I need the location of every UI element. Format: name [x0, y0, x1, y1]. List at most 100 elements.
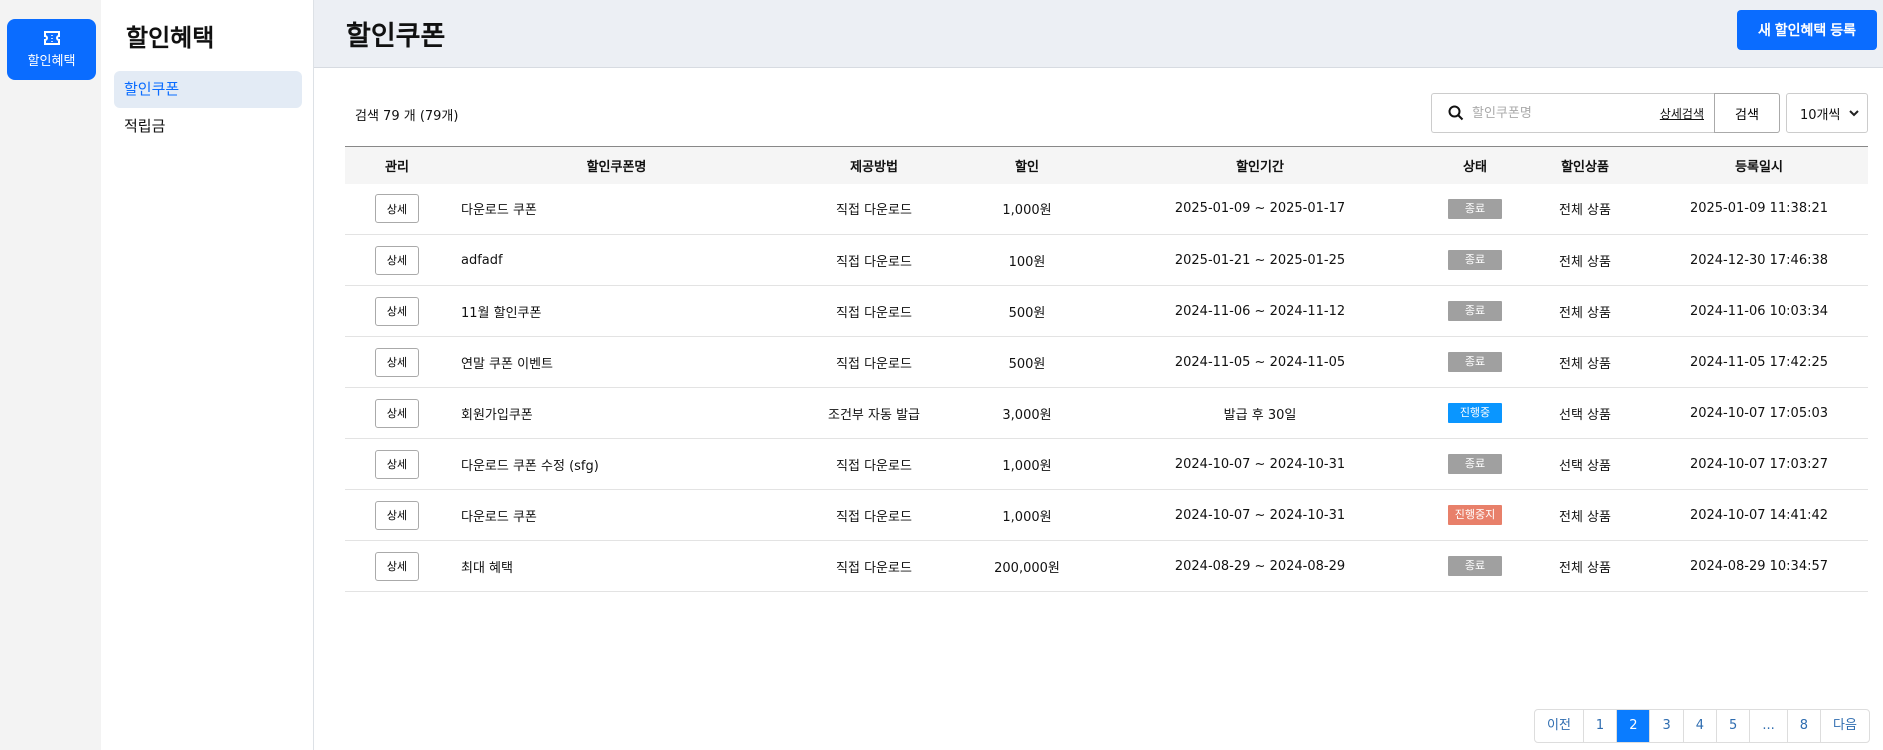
prev-page-button[interactable]: 이전: [1535, 710, 1584, 742]
coupon-name: adfadf: [461, 252, 503, 268]
sidebar-title: 할인혜택: [126, 24, 215, 52]
created-at: 2024-08-29 10:34:57: [1689, 558, 1829, 574]
page-button[interactable]: 8: [1788, 710, 1822, 742]
created-at: 2024-10-07 17:03:27: [1689, 456, 1829, 472]
status-badge: 종료: [1448, 454, 1502, 474]
advanced-search-link[interactable]: 상세검색: [1659, 106, 1704, 121]
status-badge: 진행중: [1448, 403, 1502, 423]
coupon-name: 회원가입쿠폰: [461, 407, 533, 423]
provide-method: 직접 다운로드: [836, 560, 912, 576]
column-header: 할인상품: [1561, 159, 1609, 175]
search-button[interactable]: 검색: [1714, 93, 1780, 133]
coupon-name: 다운로드 쿠폰: [461, 509, 537, 525]
provide-method: 직접 다운로드: [836, 203, 912, 219]
coupon-name: 11월 할인쿠폰: [461, 305, 542, 321]
nav-rail: 할인혜택: [0, 0, 101, 750]
discount-amount: 500원: [1008, 356, 1046, 372]
provide-method: 직접 다운로드: [836, 305, 912, 321]
detail-button[interactable]: 상세: [375, 551, 419, 581]
provide-method: 조건부 자동 발급: [828, 407, 920, 423]
discount-period: 2024-11-05 ~ 2024-11-05: [1174, 354, 1346, 370]
sidebar-item-points[interactable]: 적립금: [124, 117, 166, 135]
target-product: 전체 상품: [1559, 254, 1611, 270]
coupon-name: 다운로드 쿠폰: [461, 203, 537, 219]
page-button[interactable]: 3: [1650, 710, 1684, 742]
chevron-down-icon: [1849, 110, 1859, 117]
search-icon: [1448, 105, 1464, 121]
column-header: 할인기간: [1236, 159, 1284, 175]
page-button[interactable]: 2: [1617, 710, 1651, 742]
target-product: 전체 상품: [1559, 305, 1611, 321]
sidebar: 할인혜택 할인쿠폰 적립금: [101, 0, 314, 750]
status-badge: 종료: [1448, 250, 1502, 270]
pagination: 이전 1 2 3 4 5... 8 다음: [1534, 709, 1870, 743]
column-header: 등록일시: [1735, 159, 1783, 175]
provide-method: 직접 다운로드: [836, 509, 912, 525]
detail-button[interactable]: 상세: [375, 449, 419, 479]
detail-button[interactable]: 상세: [375, 296, 419, 326]
rail-item-label: 할인혜택: [27, 54, 76, 69]
target-product: 선택 상품: [1559, 407, 1611, 423]
table-row: 상세 11월 할인쿠폰 직접 다운로드 500원 2024-11-06 ~ 20…: [345, 286, 1868, 337]
result-count: 검색 79 개 (79개): [355, 109, 459, 124]
discount-period: 발급 후 30일: [1223, 407, 1297, 423]
sidebar-item-coupons[interactable]: 할인쿠폰: [114, 71, 302, 108]
column-header: 할인: [1015, 159, 1039, 175]
page-button[interactable]: 1: [1584, 710, 1618, 742]
table-row: 상세 다운로드 쿠폰 직접 다운로드 1,000원 2025-01-09 ~ 2…: [345, 184, 1868, 235]
created-at: 2024-12-30 17:46:38: [1689, 252, 1829, 268]
coupon-name: 최대 혜택: [461, 560, 513, 576]
created-at: 2024-10-07 17:05:03: [1689, 405, 1829, 421]
created-at: 2024-11-05 17:42:25: [1689, 354, 1829, 370]
table-row: 상세 연말 쿠폰 이벤트 직접 다운로드 500원 2024-11-05 ~ 2…: [345, 337, 1868, 388]
discount-amount: 500원: [1008, 305, 1046, 321]
ticket-icon: [43, 31, 60, 45]
detail-button[interactable]: 상세: [375, 500, 419, 530]
discount-amount: 200,000원: [994, 560, 1060, 576]
coupon-name: 다운로드 쿠폰 수정 (sfg): [461, 458, 599, 474]
discount-amount: 1,000원: [1002, 509, 1052, 525]
discount-period: 2025-01-21 ~ 2025-01-25: [1174, 252, 1346, 268]
detail-button[interactable]: 상세: [375, 347, 419, 377]
created-at: 2025-01-09 11:38:21: [1689, 201, 1829, 217]
detail-button[interactable]: 상세: [375, 194, 419, 224]
page-size-value: 10개씩: [1800, 107, 1841, 123]
table-row: 상세 adfadf 직접 다운로드 100원 2025-01-21 ~ 2025…: [345, 235, 1868, 286]
new-discount-button[interactable]: 새 할인혜택 등록: [1737, 10, 1877, 50]
target-product: 전체 상품: [1559, 356, 1611, 372]
rail-item-discounts[interactable]: 할인혜택: [7, 19, 96, 80]
page-header: 할인쿠폰 새 할인혜택 등록: [314, 0, 1883, 68]
column-header: 할인쿠폰명: [586, 159, 647, 175]
discount-period: 2024-08-29 ~ 2024-08-29: [1174, 558, 1346, 574]
coupon-name: 연말 쿠폰 이벤트: [461, 356, 553, 372]
search-input[interactable]: [1472, 105, 1660, 121]
status-badge: 종료: [1448, 352, 1502, 372]
created-at: 2024-11-06 10:03:34: [1689, 303, 1829, 319]
table-header-row: 관리 할인쿠폰명 제공방법 할인 할인기간 상태 할인상품 등록일시: [345, 146, 1868, 184]
status-badge: 종료: [1448, 301, 1502, 321]
status-badge: 종료: [1448, 198, 1502, 219]
target-product: 전체 상품: [1559, 509, 1611, 525]
discount-period: 2024-10-07 ~ 2024-10-31: [1174, 507, 1346, 523]
page-button[interactable]: 5: [1717, 710, 1751, 742]
page-title: 할인쿠폰: [346, 21, 446, 52]
detail-button[interactable]: 상세: [375, 398, 419, 428]
page-size-select[interactable]: 10개씩: [1786, 93, 1868, 133]
table-row: 상세 회원가입쿠폰 조건부 자동 발급 3,000원 발급 후 30일 진행중 …: [345, 388, 1868, 439]
next-page-button[interactable]: 다음: [1833, 718, 1857, 733]
page-button[interactable]: 4: [1684, 710, 1718, 742]
discount-period: 2025-01-09 ~ 2025-01-17: [1174, 201, 1346, 217]
coupon-table: 관리 할인쿠폰명 제공방법 할인 할인기간 상태 할인상품 등록일시 상세 다운로드 쿠폰 직…: [345, 146, 1868, 592]
provide-method: 직접 다운로드: [836, 458, 912, 474]
column-header: 제공방법: [850, 159, 898, 175]
status-badge: 진행중지: [1448, 505, 1502, 525]
target-product: 전체 상품: [1559, 560, 1611, 576]
table-row: 상세 다운로드 쿠폰 수정 (sfg) 직접 다운로드 1,000원 2024-…: [345, 439, 1868, 490]
page-button[interactable]: ...: [1750, 710, 1788, 742]
column-header: 상태: [1463, 159, 1487, 175]
status-badge: 종료: [1448, 556, 1502, 576]
discount-amount: 1,000원: [1002, 203, 1052, 219]
discount-amount: 1,000원: [1002, 458, 1052, 474]
detail-button[interactable]: 상세: [375, 245, 419, 275]
search-box: 상세검색: [1431, 93, 1714, 133]
